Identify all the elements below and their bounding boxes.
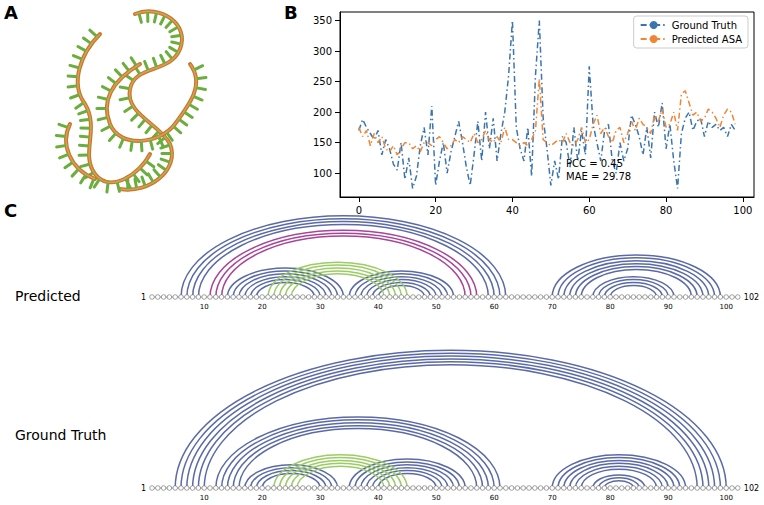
svg-text:100: 100 — [313, 168, 332, 179]
svg-text:60: 60 — [583, 205, 596, 216]
svg-text:30: 30 — [316, 303, 325, 311]
svg-text:300: 300 — [313, 46, 332, 57]
svg-text:Ground Truth: Ground Truth — [15, 427, 106, 443]
svg-text:102: 102 — [744, 484, 759, 493]
svg-text:80: 80 — [606, 494, 615, 502]
svg-text:Predicted: Predicted — [15, 288, 81, 304]
svg-text:150: 150 — [313, 137, 332, 148]
svg-text:60: 60 — [490, 303, 499, 311]
svg-text:60: 60 — [490, 494, 499, 502]
svg-text:90: 90 — [664, 494, 673, 502]
svg-text:1: 1 — [141, 484, 146, 493]
svg-text:10: 10 — [200, 494, 209, 502]
html-text:A: A — [4, 2, 18, 23]
svg-text:90: 90 — [664, 303, 673, 311]
svg-text:100: 100 — [720, 494, 733, 502]
svg-text:10: 10 — [200, 303, 209, 311]
svg-text:40: 40 — [506, 205, 519, 216]
svg-text:20: 20 — [258, 303, 267, 311]
svg-text:PCC = 0.45: PCC = 0.45 — [566, 158, 623, 169]
html-text:C: C — [4, 200, 18, 221]
svg-text:50: 50 — [432, 303, 441, 311]
svg-text:Predicted ASA: Predicted ASA — [672, 34, 742, 45]
svg-text:100: 100 — [733, 205, 752, 216]
svg-text:350: 350 — [313, 15, 332, 26]
svg-text:250: 250 — [313, 76, 332, 87]
svg-text:30: 30 — [316, 494, 325, 502]
html-text:B: B — [284, 2, 298, 23]
svg-text:20: 20 — [429, 205, 442, 216]
svg-text:100: 100 — [720, 303, 733, 311]
svg-text:102: 102 — [744, 293, 759, 302]
svg-text:80: 80 — [606, 303, 615, 311]
svg-text:20: 20 — [258, 494, 267, 502]
svg-text:1: 1 — [141, 293, 146, 302]
svg-text:50: 50 — [432, 494, 441, 502]
svg-text:40: 40 — [374, 303, 383, 311]
svg-text:70: 70 — [548, 303, 557, 311]
svg-text:MAE = 29.78: MAE = 29.78 — [566, 171, 631, 182]
svg-text:40: 40 — [374, 494, 383, 502]
svg-text:Ground Truth: Ground Truth — [672, 20, 737, 31]
svg-text:80: 80 — [660, 205, 673, 216]
svg-text:70: 70 — [548, 494, 557, 502]
svg-text:0: 0 — [356, 205, 362, 216]
svg-text:200: 200 — [313, 107, 332, 118]
